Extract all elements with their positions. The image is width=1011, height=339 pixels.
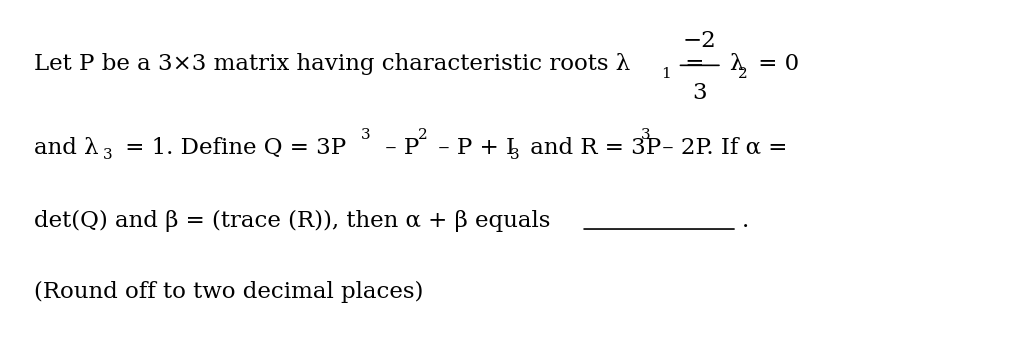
Text: – 2P. If α =: – 2P. If α = bbox=[654, 137, 787, 159]
Text: = 1. Define Q = 3P: = 1. Define Q = 3P bbox=[117, 137, 346, 159]
Text: −2: −2 bbox=[682, 29, 716, 52]
Text: = 0: = 0 bbox=[750, 53, 799, 75]
Text: (Round off to two decimal places): (Round off to two decimal places) bbox=[34, 281, 424, 303]
Text: 2: 2 bbox=[418, 128, 427, 142]
Text: 3: 3 bbox=[692, 82, 707, 104]
Text: λ: λ bbox=[728, 53, 742, 75]
Text: det(Q) and β = (trace (R)), then α + β equals: det(Q) and β = (trace (R)), then α + β e… bbox=[34, 210, 550, 232]
Text: .: . bbox=[741, 210, 748, 232]
Text: 3: 3 bbox=[102, 147, 112, 162]
Text: 1: 1 bbox=[661, 66, 670, 81]
Text: 3: 3 bbox=[510, 147, 519, 162]
Text: =: = bbox=[677, 53, 711, 75]
Text: 2: 2 bbox=[737, 66, 747, 81]
Text: and λ: and λ bbox=[34, 137, 99, 159]
Text: 3: 3 bbox=[360, 128, 370, 142]
Text: Let P be a 3×3 matrix having characteristic roots λ: Let P be a 3×3 matrix having characteris… bbox=[34, 53, 630, 75]
Text: and R = 3P: and R = 3P bbox=[523, 137, 660, 159]
Text: – P: – P bbox=[377, 137, 419, 159]
Text: 3: 3 bbox=[640, 128, 649, 142]
Text: – P + I: – P + I bbox=[431, 137, 515, 159]
